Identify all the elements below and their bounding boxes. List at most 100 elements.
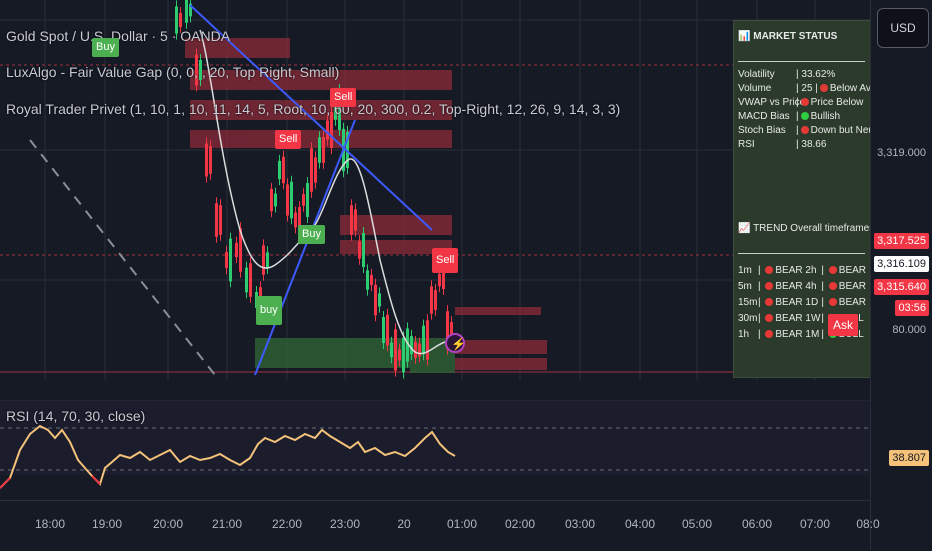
- candle-body: [209, 146, 212, 174]
- candle-body: [434, 290, 437, 310]
- indicator-fvg-label[interactable]: LuxAlgo - Fair Value Gap (0, 0, , 20, To…: [6, 64, 340, 80]
- candle-body: [354, 209, 357, 231]
- currency-button[interactable]: USD: [877, 8, 929, 48]
- trend-dot-icon: [765, 314, 774, 322]
- candle-body: [422, 325, 425, 355]
- candle-body: [270, 188, 273, 212]
- candle-body: [215, 203, 218, 237]
- candle-body: [298, 207, 301, 233]
- trend-dot-icon: [828, 282, 837, 290]
- status-dot-icon: [800, 112, 809, 120]
- time-tick: 07:00: [799, 517, 831, 531]
- indicator-royal-label[interactable]: Royal Trader Privet (1, 10, 1, 10, 11, 1…: [6, 101, 621, 117]
- buy-signal: Buy: [92, 38, 119, 57]
- sell-signal: Sell: [432, 248, 459, 273]
- fvg-bear-zones: [185, 38, 547, 370]
- candle-body: [442, 270, 445, 290]
- status-row: MACD Bias | Bullish: [738, 111, 841, 122]
- candle-body: [370, 274, 373, 286]
- time-tick: 06:00: [741, 517, 773, 531]
- ask-label[interactable]: Ask: [828, 314, 859, 336]
- status-row: Stoch Bias | Down but Neutral: [738, 125, 888, 136]
- candle-body: [205, 143, 208, 177]
- candle-body: [378, 293, 381, 307]
- time-tick: 19:00: [91, 517, 123, 531]
- price-tick: 3,319.000: [877, 147, 926, 159]
- buy-signal: Buy: [298, 225, 325, 244]
- candle-body: [446, 311, 449, 349]
- lightning-icon: ⚡: [451, 337, 466, 351]
- candle-body: [410, 335, 413, 355]
- candle-body: [274, 193, 277, 207]
- rsi-pane[interactable]: [0, 400, 870, 500]
- status-row: Volatility | 33.62%: [738, 69, 836, 80]
- candle-body: [414, 342, 417, 358]
- candle-body: [318, 137, 321, 163]
- trend-title: 📈 TREND Overall timeframes: [738, 223, 875, 234]
- candle-body: [310, 148, 313, 192]
- candle-body: [426, 320, 429, 360]
- candle-body: [394, 329, 397, 371]
- candle-body: [219, 205, 222, 235]
- candle-body: [418, 343, 421, 357]
- candle-body: [239, 228, 242, 272]
- candle-body: [278, 160, 281, 180]
- down-trend-line: [189, 4, 433, 231]
- rsi-legend[interactable]: RSI (14, 70, 30, close): [6, 408, 146, 424]
- time-tick: 18:00: [34, 517, 66, 531]
- trend-dot-icon: [765, 330, 774, 338]
- candle-body: [330, 111, 333, 149]
- candle-body: [249, 263, 252, 297]
- symbol-title[interactable]: Gold Spot / U.S. Dollar · 5 · OANDA: [6, 28, 231, 44]
- time-tick: 22:00: [271, 517, 303, 531]
- dashed-trend-line: [29, 139, 216, 376]
- rsi-oversold-segment: [0, 477, 11, 489]
- candle-body: [314, 157, 317, 183]
- time-tick: 03:00: [564, 517, 596, 531]
- trend-dot-icon: [765, 266, 774, 274]
- time-axis[interactable]: 18:00 19:00 20:00 21:00 22:00 23:00 20 01:00 02:…: [0, 500, 880, 551]
- trend-dot-icon: [828, 298, 837, 306]
- trend-row: 1m | BEAR 2h | BEAR: [738, 265, 867, 276]
- current-price-tag: 3,316.109: [874, 256, 929, 272]
- candle-body: [338, 89, 341, 131]
- candle-body: [438, 273, 441, 287]
- trend-dot-icon: [828, 266, 837, 274]
- candle-body: [322, 137, 325, 163]
- trend-dot-icon: [765, 282, 774, 290]
- rsi-line: [0, 424, 456, 489]
- candle-body: [302, 194, 305, 206]
- time-tick: 01:00: [446, 517, 478, 531]
- price-axis[interactable]: 3,319.000 3,317.525 3,316.109 3,315.640 …: [870, 0, 932, 550]
- candle-body: [346, 131, 349, 169]
- candle-body: [286, 184, 289, 216]
- status-dot-icon: [800, 98, 809, 106]
- candle-body: [386, 314, 389, 346]
- candle-body: [358, 241, 361, 259]
- market-status-title: 📊 MARKET STATUS: [738, 31, 838, 42]
- buy-signal: buy: [256, 296, 282, 325]
- time-tick: 20:00: [152, 517, 184, 531]
- alert-badge: [445, 333, 465, 353]
- time-tick: 21:00: [211, 517, 243, 531]
- moving-average-line: [199, 29, 446, 355]
- candle-body: [398, 349, 401, 361]
- candle-body: [199, 60, 202, 80]
- up-trend-line: [254, 119, 356, 376]
- candle-body: [366, 270, 369, 290]
- candle-body: [185, 0, 188, 23]
- candle-body: [189, 3, 192, 17]
- candle-body: [179, 12, 182, 28]
- status-dot-icon: [800, 126, 809, 134]
- candle-body: [229, 238, 232, 282]
- candle-body: [334, 100, 337, 120]
- candle-body: [450, 322, 453, 338]
- time-tick: 04:00: [624, 517, 656, 531]
- candle-body: [290, 181, 293, 219]
- trend-row: 5m | BEAR 4h | BEAR: [738, 281, 867, 292]
- candle-body: [390, 342, 393, 358]
- candle-body: [175, 6, 178, 34]
- chart-icon: 📊: [738, 31, 751, 42]
- trend-chart-icon: 📈: [738, 223, 751, 234]
- rsi-axis-tick: 80.000: [892, 324, 926, 336]
